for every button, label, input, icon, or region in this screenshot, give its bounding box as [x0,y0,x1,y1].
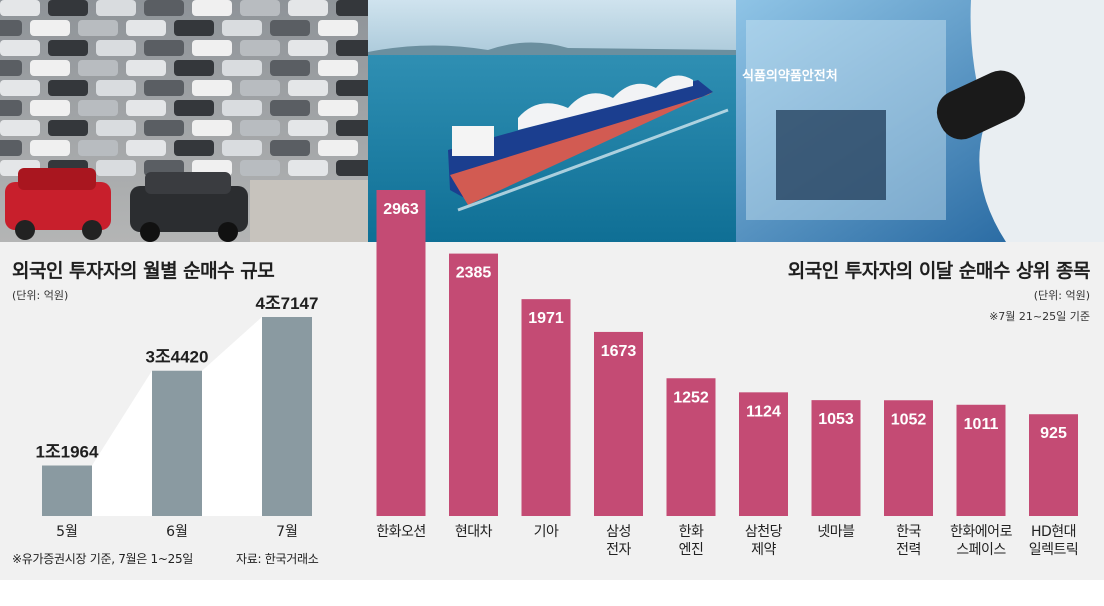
bar-8 [884,400,933,516]
x-tick-label-9-1: 한화에어로 [950,524,1013,540]
right-chart-unit: (단위: 억원) [1033,289,1090,302]
left-chart-title: 외국인 투자자의 월별 순매수 규모 [12,260,275,282]
x-tick-label-5-2: 엔진 [679,542,704,558]
x-tick-label-4-1: 삼성 [606,524,631,540]
data-label-4: 1673 [601,343,637,360]
right-chart-note: ※7월 21~25일 기준 [989,310,1090,323]
bar-7 [811,400,861,516]
bar-3 [262,317,312,516]
left-chart-unit: (단위: 억원) [12,289,69,302]
x-tick-label-7-1: 넷마블 [817,524,855,540]
lng-carrier-ship-photo [368,0,736,242]
bar-1 [376,190,426,516]
bar-10 [1029,414,1078,516]
bar-1 [42,465,92,516]
x-tick-label-2: 6월 [166,524,188,540]
x-tick-label-6-1: 삼천당 [745,524,783,540]
data-label-5: 1252 [673,389,709,406]
x-tick-label-3: 7월 [276,524,298,540]
bar-2 [449,253,498,516]
data-label-2: 3조4420 [146,348,209,367]
x-tick-label-6-2: 제약 [751,542,776,558]
x-tick-label-8-2: 전력 [896,542,921,558]
bar-9 [956,404,1006,516]
x-tick-label-10-1: HD현대 [1031,524,1076,540]
data-label-3: 1971 [528,310,564,327]
x-tick-label-5-1: 한화 [679,524,704,540]
x-tick-label-4-2: 전자 [606,542,631,558]
data-label-1: 2963 [383,201,419,218]
x-tick-label-1: 5월 [56,524,78,540]
x-tick-label-2-1: 현대차 [455,524,493,540]
x-tick-label-10-2: 일렉트릭 [1029,542,1079,558]
data-label-8: 1052 [891,411,927,428]
x-tick-label-9-2: 스페이스 [956,542,1006,558]
data-label-9: 1011 [964,416,999,433]
bar-3 [521,299,571,516]
x-tick-label-8-1: 한국 [896,524,921,540]
data-label-7: 1053 [818,411,854,428]
data-label-3: 4조7147 [256,294,319,313]
x-tick-label-3-1: 기아 [534,524,559,540]
right-chart-title: 외국인 투자자의 이달 순매수 상위 종목 [787,260,1091,282]
data-label-6: 1124 [746,403,781,420]
data-label-2: 2385 [456,265,492,282]
car-lot-photo [0,0,368,242]
bar-2 [152,370,202,516]
x-tick-label-1-1: 한화오션 [376,524,426,540]
bar-4 [594,331,643,516]
lab-sign-text: 식품의약품안전처 [742,68,838,84]
bar-5 [666,378,716,516]
source-note: 자료: 한국거래소 [236,552,319,566]
bar-6 [739,392,788,516]
data-label-10: 925 [1040,425,1067,442]
footnote: ※유가증권시장 기준, 7월은 1~25일 [12,552,194,566]
lab-microscope-photo: 식품의약품안전처 [736,0,1104,242]
data-label-1: 1조1964 [36,443,99,462]
